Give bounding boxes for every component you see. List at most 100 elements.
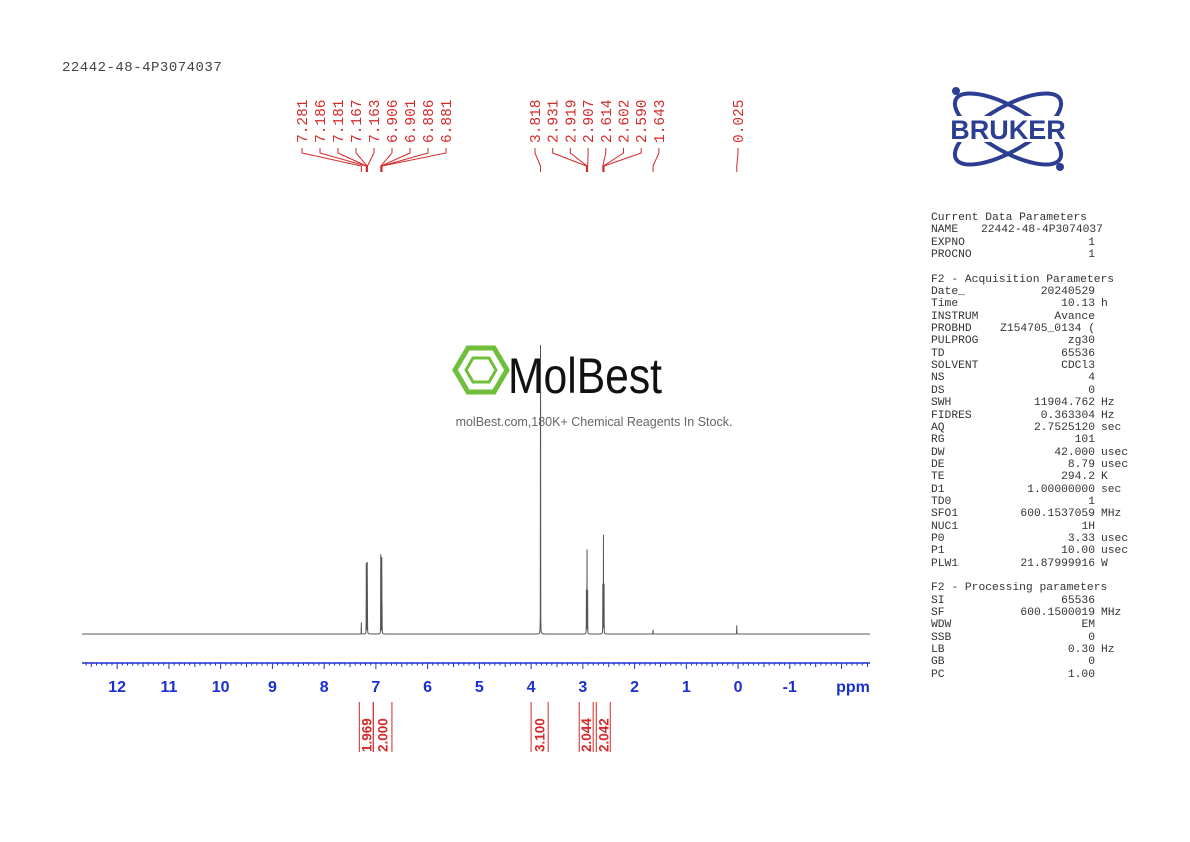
peak-label: 2.919: [564, 99, 580, 143]
x-tick-label: 11: [160, 679, 177, 696]
peak-label-connector: [301, 148, 362, 172]
parameter-row: PC 1.00: [931, 669, 1131, 681]
peak-label: 7.181: [332, 99, 348, 143]
parameter-key: PROCNO: [931, 249, 972, 262]
parameter-key: DE: [931, 458, 945, 471]
parameter-value: 0: [1088, 631, 1095, 644]
x-axis-label: ppm: [836, 679, 870, 696]
peak-label: 7.186: [314, 99, 330, 143]
x-tick-label: 9: [268, 679, 277, 696]
parameter-section-heading: F2 - Processing parameters: [931, 582, 1108, 595]
parameter-row: DE 8.79 usec: [931, 459, 1131, 471]
peak-label: 2.590: [635, 99, 651, 143]
parameter-value: 600.1500019: [1020, 607, 1095, 619]
parameter-value: 10.00: [1061, 545, 1095, 558]
parameter-unit: Hz: [1101, 397, 1115, 410]
parameter-unit: [1095, 323, 1131, 335]
parameter-row: DW 42.000 usec: [931, 447, 1131, 459]
parameter-key: NAME: [931, 224, 959, 237]
parameter-row: TD0 1: [931, 496, 1131, 508]
parameter-unit: K: [1101, 471, 1108, 484]
parameter-unit: [1095, 348, 1131, 360]
parameter-row: PULPROG zg30: [931, 335, 1131, 347]
peak-label-connector: [381, 148, 447, 172]
peak-label-connector: [337, 148, 368, 172]
parameter-key: NS: [931, 372, 945, 385]
spectrum-title: 22442-48-4P3074037: [62, 60, 223, 76]
parameter-key: RG: [931, 434, 945, 447]
parameter-unit: [1095, 286, 1131, 298]
parameter-value: 101: [1074, 434, 1095, 447]
parameter-value: 21.87999916: [1020, 557, 1095, 570]
x-tick-label: 3: [578, 679, 587, 696]
parameter-row: D1 1.00000000 sec: [931, 484, 1131, 496]
parameter-row: NUC1 1H: [931, 521, 1131, 533]
peak-label: 7.281: [296, 99, 312, 143]
parameter-row: EXPNO 1: [931, 237, 1131, 249]
parameter-value: 1.00000000: [1027, 483, 1095, 496]
parameter-key: PROBHD: [931, 323, 972, 336]
peak-label-connector: [569, 148, 588, 172]
parameter-unit: [1095, 656, 1131, 668]
parameter-key: PLW1: [931, 557, 959, 570]
peak-label-connector: [552, 148, 587, 172]
parameter-value: 3.33: [1067, 532, 1095, 545]
parameter-unit: sec: [1101, 483, 1122, 496]
integral-bracket: [578, 702, 594, 752]
integral-value: 1.969: [359, 718, 374, 752]
parameter-row: SFO1 600.1537059 MHz: [931, 508, 1131, 520]
parameter-row: INSTRUM Avance: [931, 311, 1131, 323]
integral-value: 2.042: [596, 718, 611, 752]
integral-value: 3.100: [533, 718, 548, 752]
parameter-row: SI 65536: [931, 595, 1131, 607]
integral-value: 2.044: [579, 718, 594, 752]
parameter-unit: Hz: [1101, 644, 1115, 657]
parameter-value: EM: [1081, 619, 1095, 632]
parameter-key: TD: [931, 347, 945, 360]
parameter-row: SSB 0: [931, 632, 1131, 644]
peak-label: 0.025: [732, 99, 748, 143]
x-tick-label: 7: [371, 679, 380, 696]
parameter-unit: MHz: [1101, 508, 1122, 521]
parameter-row: SOLVENT CDCl3: [931, 360, 1131, 372]
parameter-value: 1H: [1081, 520, 1095, 533]
parameter-key: P0: [931, 532, 945, 545]
parameter-value: Z154705_0134 (: [1000, 323, 1095, 336]
parameter-row: DS 0: [931, 385, 1131, 397]
parameter-unit: [1095, 619, 1131, 631]
parameter-row: P1 10.00 usec: [931, 545, 1131, 557]
peak-label: 2.602: [618, 99, 634, 143]
parameter-key: D1: [931, 483, 945, 496]
peak-label-connector: [603, 148, 642, 172]
parameter-unit: h: [1101, 298, 1108, 311]
parameter-value: CDCl3: [1061, 360, 1095, 373]
parameter-key: SSB: [931, 631, 952, 644]
peak-label-connector: [380, 148, 411, 172]
parameter-row: LB 0.30 Hz: [931, 644, 1131, 656]
peak-label-connector: [602, 148, 624, 172]
parameter-unit: MHz: [1101, 607, 1122, 619]
parameter-unit: [1095, 372, 1131, 384]
parameter-key: DS: [931, 384, 945, 397]
parameter-row: TD 65536: [931, 348, 1131, 360]
peak-label: 6.901: [404, 99, 420, 143]
parameter-unit: [1095, 434, 1131, 446]
parameter-value: 0: [1088, 384, 1095, 397]
parameter-unit: [1095, 311, 1131, 323]
x-tick-label: 5: [475, 679, 484, 696]
parameter-value: 0.363304: [1040, 409, 1095, 422]
parameter-row: Time 10.13 h: [931, 298, 1131, 310]
parameter-unit: Hz: [1101, 409, 1115, 422]
parameter-unit: usec: [1101, 458, 1129, 471]
integral-bracket: [530, 702, 549, 752]
parameter-key: PULPROG: [931, 335, 979, 348]
parameter-unit: [1095, 521, 1131, 533]
x-tick-label: 12: [108, 679, 126, 696]
parameter-value: 1.00: [1067, 668, 1095, 681]
parameter-unit: [1095, 385, 1131, 397]
parameter-unit: [1095, 237, 1131, 249]
parameter-unit: [1095, 335, 1131, 347]
parameter-key: SOLVENT: [931, 360, 979, 373]
peak-label-connector: [366, 148, 375, 172]
